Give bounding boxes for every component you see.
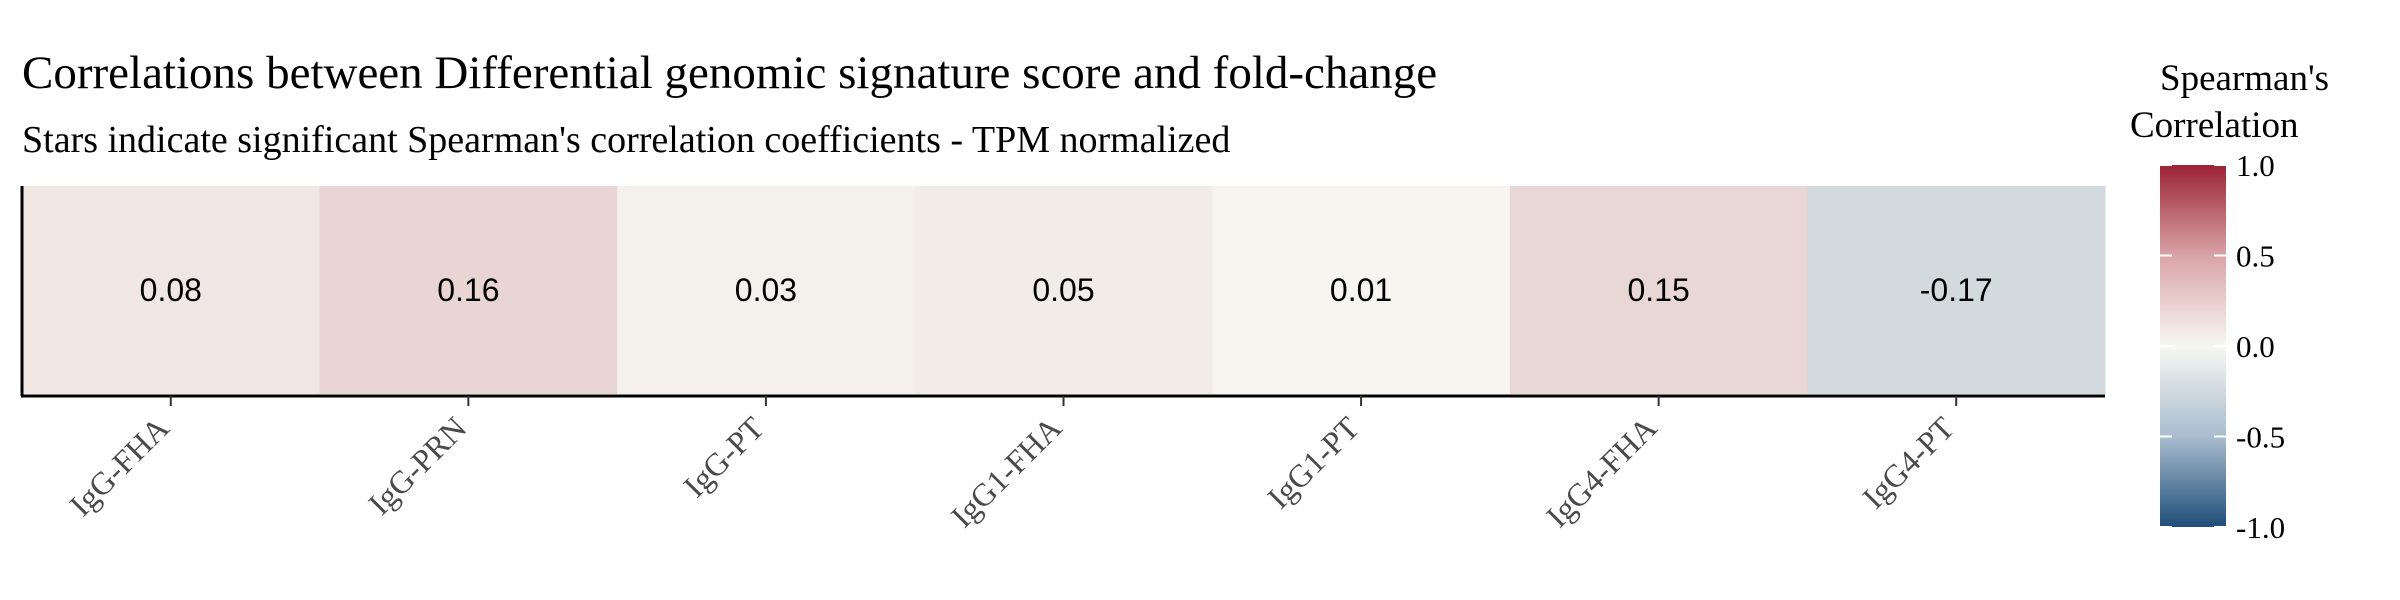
heatmap-cell — [1807, 186, 2106, 394]
cell-value-label: 0.16 — [437, 272, 499, 308]
chart-subtitle: Stars indicate significant Spearman's co… — [22, 119, 1230, 161]
x-tick-label: IgG4-FHA — [1539, 409, 1664, 534]
x-axis-ticks — [169, 396, 1958, 406]
legend-tick-label: -1.0 — [2236, 510, 2285, 545]
x-axis-tick-labels: IgG-FHA IgG-PRN IgG-PT IgG1-FHA IgG1-PT IgG4-… — [62, 409, 1961, 534]
legend-tick-label: 0.5 — [2236, 239, 2275, 274]
legend-tick-label: 0.0 — [2236, 329, 2275, 364]
heatmap-cell — [22, 186, 321, 394]
heatmap-cell — [1212, 186, 1511, 394]
cell-value-label: 0.03 — [735, 272, 797, 308]
cell-value-label: -0.17 — [1920, 272, 1993, 308]
heatmap-cell — [319, 186, 618, 394]
cell-value-label: 0.15 — [1628, 272, 1690, 308]
cell-value-label: 0.01 — [1330, 272, 1392, 308]
heatmap-cell — [1509, 186, 1808, 394]
legend-tick-label: -0.5 — [2236, 420, 2285, 455]
legend-title-line-1: Spearman's — [2160, 58, 2329, 99]
heatmap-cells — [22, 186, 2106, 394]
x-tick-label: IgG1-PT — [1260, 409, 1366, 515]
chart-title: Correlations between Differential genomi… — [22, 47, 1437, 99]
legend-title-line-2: Correlation — [2130, 105, 2299, 146]
x-tick-label: IgG-FHA — [62, 409, 175, 522]
heatmap-cell-labels: 0.08 0.16 0.03 0.05 0.01 0.15 -0.17 — [140, 272, 1993, 308]
x-tick-label: IgG4-PT — [1855, 409, 1961, 515]
x-tick-label: IgG1-FHA — [944, 409, 1069, 534]
legend-tick-label: 1.0 — [2236, 148, 2275, 183]
cell-value-label: 0.08 — [140, 272, 202, 308]
x-tick-label: IgG-PRN — [361, 409, 473, 521]
color-legend: Spearman's Correlation 1.0 0.5 0.0 -0.5 -1.0 — [2130, 58, 2329, 545]
cell-value-label: 0.05 — [1032, 272, 1094, 308]
x-tick-label: IgG-PT — [676, 409, 771, 504]
legend-ticks: 1.0 0.5 0.0 -0.5 -1.0 — [2160, 148, 2285, 545]
heatmap-cell — [914, 186, 1213, 394]
heatmap-cell — [617, 186, 916, 394]
